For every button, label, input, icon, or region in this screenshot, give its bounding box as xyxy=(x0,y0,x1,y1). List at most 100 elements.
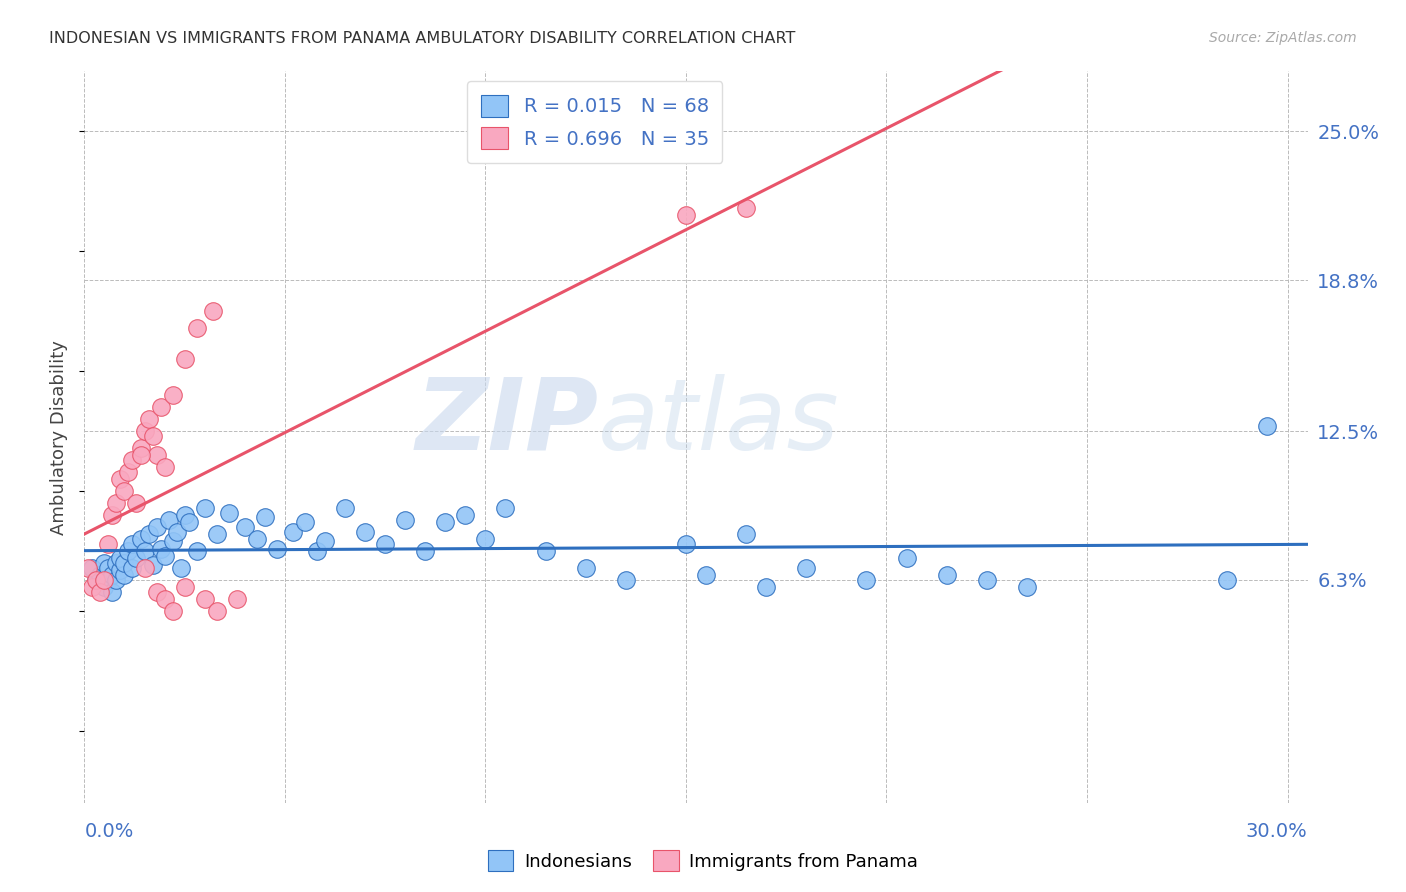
Point xyxy=(110,551,132,566)
Point xyxy=(413,544,436,558)
Point xyxy=(86,573,108,587)
Point xyxy=(735,201,758,215)
Point xyxy=(266,541,288,556)
Point xyxy=(1216,573,1239,587)
Point xyxy=(205,604,228,618)
Point xyxy=(434,515,457,529)
Point xyxy=(129,448,152,462)
Point xyxy=(105,556,128,570)
Point xyxy=(575,561,598,575)
Point xyxy=(141,558,163,573)
Point xyxy=(97,537,120,551)
Point xyxy=(333,500,356,515)
Point xyxy=(153,591,176,606)
Point xyxy=(86,573,108,587)
Point xyxy=(169,561,191,575)
Text: 0.0%: 0.0% xyxy=(84,822,134,841)
Point xyxy=(82,561,104,575)
Point xyxy=(162,604,184,618)
Point xyxy=(93,573,115,587)
Point xyxy=(129,532,152,546)
Point xyxy=(534,544,557,558)
Point xyxy=(93,580,115,594)
Point xyxy=(114,556,136,570)
Point xyxy=(110,563,132,577)
Point xyxy=(77,561,100,575)
Point xyxy=(305,544,328,558)
Point xyxy=(101,568,124,582)
Point xyxy=(253,510,276,524)
Point xyxy=(114,568,136,582)
Point xyxy=(141,429,163,443)
Point xyxy=(186,544,208,558)
Point xyxy=(166,524,188,539)
Point xyxy=(105,573,128,587)
Point xyxy=(101,584,124,599)
Point xyxy=(354,524,377,539)
Point xyxy=(177,515,200,529)
Point xyxy=(194,591,217,606)
Point xyxy=(314,534,336,549)
Point xyxy=(134,544,156,558)
Point xyxy=(82,580,104,594)
Point xyxy=(89,584,111,599)
Point xyxy=(125,496,148,510)
Point xyxy=(495,500,517,515)
Point xyxy=(755,580,778,594)
Point xyxy=(162,388,184,402)
Point xyxy=(233,520,256,534)
Point xyxy=(205,527,228,541)
Point xyxy=(153,460,176,475)
Point xyxy=(114,483,136,498)
Y-axis label: Ambulatory Disability: Ambulatory Disability xyxy=(51,340,69,534)
Text: atlas: atlas xyxy=(598,374,839,471)
Point xyxy=(93,556,115,570)
Text: Source: ZipAtlas.com: Source: ZipAtlas.com xyxy=(1209,31,1357,45)
Point xyxy=(374,537,396,551)
Point xyxy=(149,541,172,556)
Point xyxy=(194,500,217,515)
Point xyxy=(394,513,416,527)
Legend: R = 0.015   N = 68, R = 0.696   N = 35: R = 0.015 N = 68, R = 0.696 N = 35 xyxy=(467,81,723,163)
Point xyxy=(1015,580,1038,594)
Point xyxy=(735,527,758,541)
Point xyxy=(976,573,998,587)
Point xyxy=(125,551,148,566)
Point xyxy=(89,568,111,582)
Point xyxy=(129,441,152,455)
Point xyxy=(173,580,195,594)
Point xyxy=(97,573,120,587)
Point xyxy=(675,537,697,551)
Point xyxy=(134,424,156,438)
Text: ZIP: ZIP xyxy=(415,374,598,471)
Point xyxy=(218,506,240,520)
Point xyxy=(145,520,167,534)
Text: INDONESIAN VS IMMIGRANTS FROM PANAMA AMBULATORY DISABILITY CORRELATION CHART: INDONESIAN VS IMMIGRANTS FROM PANAMA AMB… xyxy=(49,31,796,46)
Point xyxy=(121,537,143,551)
Point xyxy=(186,321,208,335)
Point xyxy=(138,412,160,426)
Point xyxy=(474,532,496,546)
Point xyxy=(935,568,957,582)
Point xyxy=(117,544,139,558)
Text: 30.0%: 30.0% xyxy=(1246,822,1308,841)
Point xyxy=(117,465,139,479)
Point xyxy=(225,591,247,606)
Point xyxy=(1256,419,1278,434)
Point xyxy=(145,448,167,462)
Point xyxy=(294,515,316,529)
Point xyxy=(855,573,877,587)
Point xyxy=(173,352,195,367)
Point xyxy=(153,549,176,563)
Point xyxy=(614,573,637,587)
Point xyxy=(121,561,143,575)
Point xyxy=(794,561,817,575)
Point xyxy=(896,551,918,566)
Point xyxy=(454,508,477,522)
Point xyxy=(97,561,120,575)
Point xyxy=(281,524,304,539)
Point xyxy=(149,400,172,414)
Point xyxy=(138,527,160,541)
Point xyxy=(201,304,224,318)
Point xyxy=(173,508,195,522)
